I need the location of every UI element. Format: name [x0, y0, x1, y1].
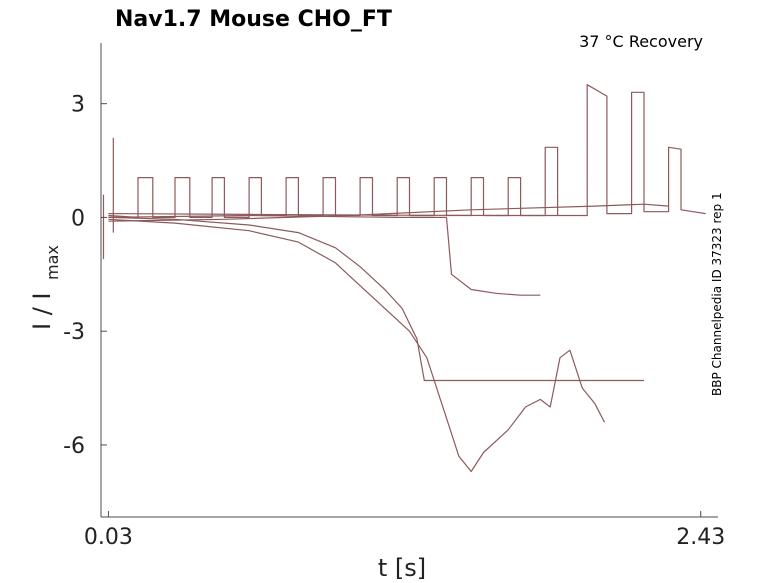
y-tick-label: 0 — [71, 206, 85, 231]
y-tick-label: -6 — [63, 434, 85, 459]
x-tick-label: 0.03 — [84, 525, 133, 550]
side-id-label: BBP Channelpedia ID 37323 rep 1 — [710, 192, 724, 396]
tick-layer: 3 0 -3 -6 0.03 2.43 — [63, 93, 725, 550]
trace-ramp-up — [108, 203, 669, 222]
trace-drift-to-step — [108, 216, 644, 382]
y-tick-label: -3 — [63, 320, 85, 345]
y-tick-label: 3 — [71, 93, 85, 118]
y-axis-label: I / I — [28, 293, 56, 331]
trace-flat-slight — [108, 213, 558, 217]
x-axis-label: t [s] — [378, 554, 426, 582]
condition-annotation: 37 °C Recovery — [579, 32, 703, 51]
trace-layer — [102, 84, 706, 473]
trace-pulse-train — [108, 84, 706, 218]
y-axis-label-subscript: max — [43, 245, 62, 280]
trace-deep-dip-recovery — [108, 218, 606, 473]
x-tick-label: 2.43 — [676, 525, 725, 550]
chart-title: Nav1.7 Mouse CHO_FT — [115, 7, 392, 32]
trace-mid-settle — [108, 214, 541, 296]
